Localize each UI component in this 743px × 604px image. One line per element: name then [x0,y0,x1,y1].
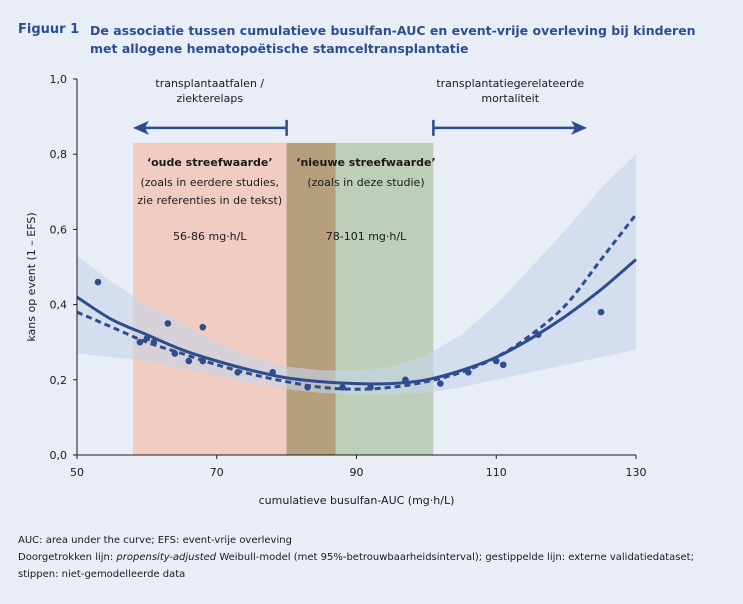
y-tick-label: 1,0 [50,73,68,86]
y-tick-label: 0,2 [50,374,68,387]
data-point [597,308,605,316]
x-tick-label: 90 [350,466,364,479]
region-range-old-target: 56-86 mg·h/L [173,230,247,243]
x-tick-label: 50 [70,466,84,479]
region-note-old-target: zie referenties in de tekst) [137,194,282,207]
data-point [304,384,311,391]
region-note-old-target: (zoals in eerdere studies, [140,176,279,189]
footnote-legend-italic: propensity-adjusted [116,552,217,563]
annotations: transplantaatfalen / ziekterelaps transpla… [132,77,588,243]
arrow-label-left: ziekterelaps [176,92,243,105]
arrow-label-right: transplantatiegerelateerde [436,77,584,90]
footnote-legend-suffix: Weibull-model (met 95%-betrouwbaarheidsi… [18,552,694,580]
series-line-solid [76,258,637,386]
footnote-legend: Doorgetrokken lijn: propensity-adjusted … [18,549,728,583]
data-point [150,338,158,346]
data-point [234,368,242,376]
data-point [199,323,207,331]
series-lines [76,213,638,391]
region-title-new-target: ‘nieuwe streefwaarde’ [296,156,435,169]
series-line-dashed [76,213,638,391]
data-point [94,278,102,286]
data-point [499,361,507,369]
data-point [185,357,193,365]
x-tick-label: 70 [210,466,224,479]
chart: 0,0 0,2 0,4 0,6 0,8 1,0 50 70 90 110 130 cumulatiev… [25,73,647,507]
x-axis-label: cumulatieve busulfan-AUC (mg·h/L) [259,494,455,507]
x-tick-label: 130 [626,466,647,479]
data-point [492,357,500,365]
figure-label: Figuur 1 [18,22,80,37]
data-points [94,278,605,391]
data-point [164,320,172,327]
arrow-label-right: mortaliteit [481,92,539,105]
axes: 0,0 0,2 0,4 0,6 0,8 1,0 50 70 90 110 130 cumulatiev… [25,73,647,507]
data-point [339,384,346,391]
data-point [269,368,276,376]
arrow-label-left: transplantaatfalen / [155,77,264,90]
region-title-old-target: ‘oude streefwaarde’ [147,156,273,169]
confidence-band [77,154,636,395]
arrow-head-left [132,120,149,135]
data-point [199,357,207,365]
data-point [367,384,374,391]
data-point [402,376,409,384]
x-tick-label: 110 [486,466,507,479]
region-note-new-target: (zoals in deze studie) [307,176,424,189]
confidence-band-layer [77,154,636,395]
data-point [534,331,542,338]
region-old-target [132,142,287,456]
y-tick-label: 0,0 [50,449,68,462]
region-range-new-target: 78-101 mg·h/L [326,230,407,243]
y-tick-label: 0,4 [50,299,68,312]
data-point [143,335,151,342]
figure-title: De associatie tussen cumulatieve busulfa… [90,23,696,56]
y-axis-label: kans op event (1 – EFS) [25,212,38,341]
data-point [171,350,179,357]
data-point [437,380,444,387]
y-tick-label: 0,8 [50,148,68,161]
region-overlap [286,142,336,456]
data-point [136,338,144,346]
footnote-legend-prefix: Doorgetrokken lijn: [18,552,117,563]
target-regions [132,142,434,456]
arrow-head-right [571,120,588,135]
y-tick-label: 0,6 [50,223,68,236]
data-point [465,368,472,376]
footnote-abbreviations: AUC: area under the curve; EFS: event-vr… [18,535,292,546]
